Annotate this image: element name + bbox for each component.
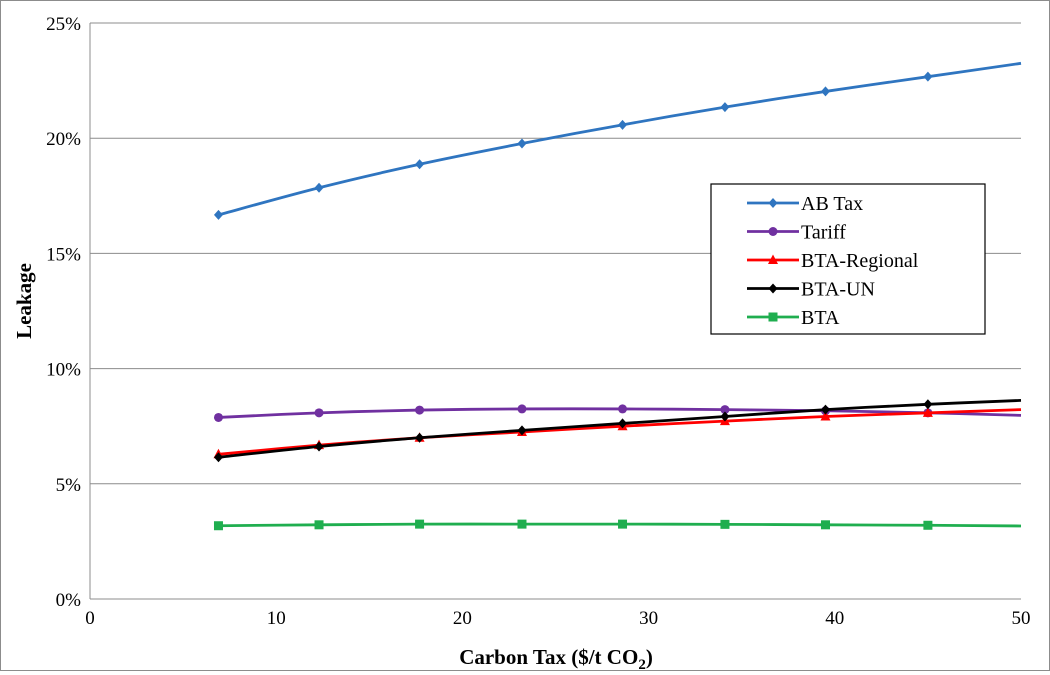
legend-item: BTA-UN	[747, 279, 875, 301]
y-tick-label: 0%	[56, 590, 82, 611]
data-point	[720, 411, 730, 422]
x-tick-label: 20	[453, 608, 472, 629]
x-axis-title: Carbon Tax ($/t CO2)	[459, 645, 653, 670]
data-point	[314, 182, 324, 193]
legend-label: BTA-UN	[801, 279, 875, 301]
gridlines	[90, 22, 1021, 485]
y-tick-label: 5%	[56, 475, 82, 496]
x-axis-title-subscript: 2	[638, 657, 646, 670]
y-tick-label: 10%	[46, 360, 81, 381]
data-point	[618, 404, 628, 414]
legend-item: BTA-Regional	[747, 250, 919, 272]
legend-swatch-marker	[768, 198, 778, 208]
data-point	[415, 405, 425, 415]
data-point	[820, 411, 831, 421]
legend-label: BTA	[801, 307, 840, 329]
data-point	[618, 519, 628, 529]
legend-item: AB Tax	[747, 193, 863, 215]
x-axis-title-main: Carbon Tax ($/t CO	[459, 645, 638, 669]
data-point	[922, 407, 933, 417]
data-point	[213, 412, 223, 422]
data-point	[720, 102, 730, 113]
legend-item: Tariff	[747, 222, 846, 244]
data-point	[415, 432, 425, 443]
series-bta-un	[213, 398, 1022, 463]
x-tick-label: 50	[1012, 608, 1031, 629]
data-point	[820, 520, 830, 530]
x-tick-label: 0	[85, 608, 95, 629]
data-point	[720, 519, 730, 529]
y-tick-label: 25%	[46, 14, 81, 35]
legend-swatch-marker	[768, 227, 778, 236]
data-point	[517, 138, 527, 149]
data-point	[314, 408, 324, 418]
data-point	[213, 521, 223, 531]
data-point	[415, 519, 425, 529]
series-lines	[213, 61, 1022, 531]
y-axis-title: Leakage	[12, 263, 36, 339]
legend-label: AB Tax	[801, 193, 863, 215]
data-point	[517, 404, 527, 414]
legend-swatch-marker	[768, 254, 778, 264]
series-line	[218, 408, 1022, 456]
data-point	[618, 119, 628, 130]
series-ab-tax	[213, 61, 1022, 220]
data-point	[213, 209, 223, 220]
legend-item: BTA	[747, 307, 840, 329]
data-point	[517, 519, 527, 529]
data-point	[213, 452, 223, 463]
x-tick-label: 40	[825, 608, 844, 629]
legend-label: Tariff	[801, 222, 846, 244]
axes: 0% 5% 10% 15% 20% 25% 0 10 20 30 40 50	[46, 14, 1030, 629]
x-tick-label: 10	[267, 608, 286, 629]
legend-label: BTA-Regional	[801, 250, 919, 272]
data-point	[820, 404, 830, 415]
data-point	[820, 86, 830, 97]
data-point	[923, 399, 933, 410]
data-point	[618, 418, 628, 429]
y-tick-label: 15%	[46, 244, 81, 265]
data-point	[517, 425, 527, 436]
legend-swatch-marker	[768, 283, 778, 294]
data-point	[923, 520, 933, 530]
data-point	[720, 405, 730, 415]
x-axis-title-suffix: )	[646, 645, 653, 669]
data-point	[314, 520, 324, 530]
legend-swatch-marker	[768, 312, 778, 322]
data-point	[415, 159, 425, 170]
legend: AB Tax Tariff BTA-Regional BTA-UN BTA	[710, 183, 986, 335]
data-point	[923, 71, 933, 82]
series-bta	[213, 519, 1022, 531]
x-tick-label: 30	[639, 608, 658, 629]
y-tick-label: 20%	[46, 129, 81, 150]
data-point	[314, 441, 324, 452]
series-bta-regional	[213, 407, 1022, 459]
